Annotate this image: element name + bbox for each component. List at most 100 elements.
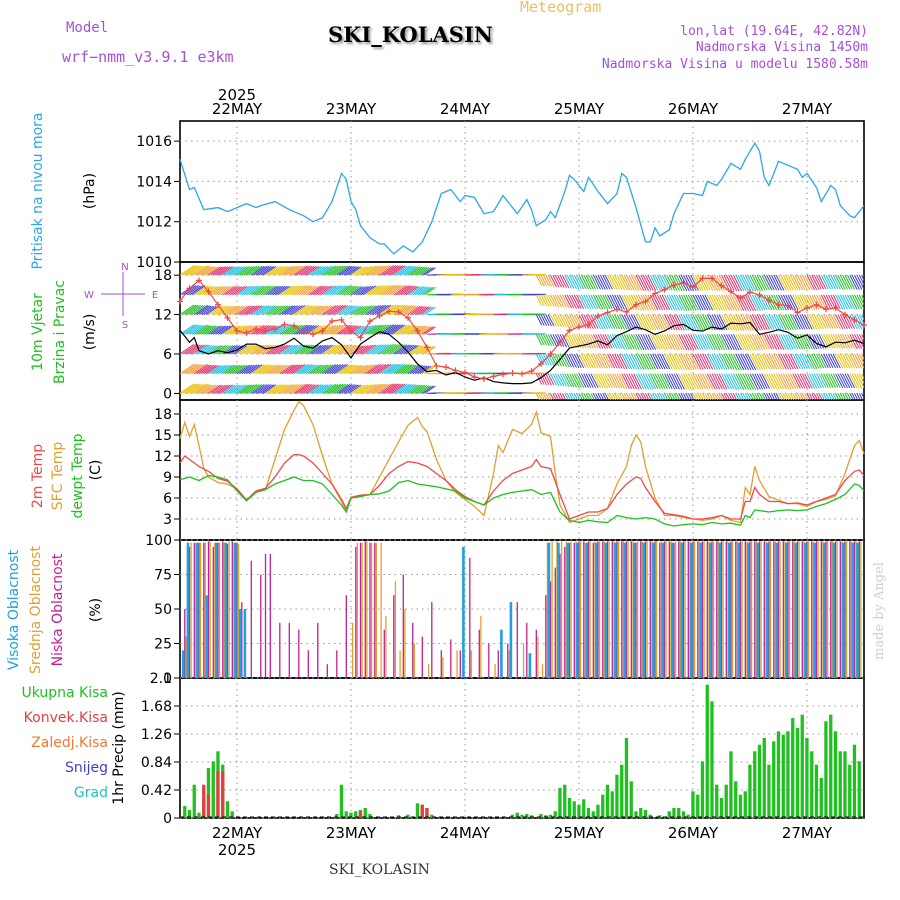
wind-arrow: [728, 334, 738, 351]
wind-arrow: [602, 373, 611, 389]
wind-arrow: [787, 393, 792, 400]
wind-arrow: [284, 305, 298, 316]
day-label-bottom: 22MAY: [212, 824, 263, 842]
wind-arrow: [789, 353, 799, 370]
wind-arrow: [785, 314, 794, 330]
wind-arrow: [623, 274, 633, 291]
wind-arrow: [554, 274, 562, 288]
wind-arrow: [414, 286, 427, 296]
wind-arrow: [747, 393, 752, 400]
wind-arrow: [350, 365, 364, 375]
wind-arrow: [725, 393, 731, 400]
wind-arrow: [331, 363, 346, 375]
wind-arrow: [808, 334, 818, 350]
wind-gust-marker: [699, 275, 706, 282]
wind-arrow: [186, 324, 201, 335]
wind-arrow: [379, 343, 394, 355]
wind-arrow: [533, 274, 546, 276]
wind-arrow: [699, 294, 709, 311]
wind-arrow: [554, 314, 562, 328]
wind-arrow: [832, 314, 841, 329]
wind-arrow: [692, 373, 702, 390]
wind-arrow: [640, 353, 650, 370]
wind-arrow: [191, 383, 206, 394]
model-altitude-label: Nadmorska Visina u modelu 1580.58m: [601, 57, 868, 72]
wind-arrow: [414, 365, 427, 375]
wind-arrow: [317, 384, 331, 394]
wind-arrow: [203, 305, 217, 316]
wind-arrow: [844, 353, 853, 369]
wind-arrow: [844, 294, 853, 310]
wind-arrow: [616, 314, 625, 330]
wind-arrow: [854, 294, 863, 310]
wind-arrow: [272, 364, 286, 375]
wind-arrow: [224, 285, 238, 296]
wind-arrow: [367, 304, 382, 316]
wind-arrow: [666, 314, 676, 331]
wind-arrow: [816, 294, 825, 310]
wind-arrow: [184, 324, 199, 335]
wind-arrow: [376, 344, 392, 355]
precip-bar-precip_total: [734, 781, 738, 818]
precip-bar-precip_total: [852, 744, 857, 818]
wind-arrow: [346, 364, 359, 375]
wind-arrow: [258, 384, 272, 394]
wind-arrow: [861, 294, 864, 301]
wind-arrow: [713, 373, 723, 390]
wind-arrow: [305, 384, 319, 394]
wind-arrow: [376, 324, 392, 335]
precip-bar-precip_total: [510, 814, 515, 818]
wind-arrow: [702, 274, 711, 291]
wind-arrow: [270, 325, 284, 335]
wind-arrow: [234, 384, 248, 394]
wind-arrow: [227, 305, 241, 316]
wind-arrow: [816, 373, 825, 389]
wind-arrow: [711, 274, 721, 291]
wind-arrow: [749, 294, 759, 312]
wind-gust-marker: [338, 316, 345, 323]
wind-arrow: [844, 274, 853, 290]
wind-arrow: [365, 265, 379, 276]
wind-arrow: [642, 314, 652, 331]
wind-arrow: [659, 373, 668, 390]
precip-bar-precip_total: [225, 801, 230, 818]
wind-arrow: [341, 305, 355, 316]
wind-arrow: [704, 274, 714, 291]
wind-arrow: [642, 353, 652, 370]
wind-arrow: [210, 384, 224, 394]
wind-arrow: [656, 353, 666, 370]
wind-arrow: [599, 294, 609, 310]
wind-arrow: [542, 314, 550, 327]
wind-arrow: [706, 353, 716, 370]
wind-arrow: [203, 364, 217, 375]
wind-arrow: [763, 353, 773, 370]
wind-gust-marker: [842, 311, 848, 318]
wind-arrow: [690, 314, 699, 331]
wind-arrow: [827, 334, 836, 349]
wind-gust-marker: [291, 322, 297, 329]
wind-arrow: [569, 294, 577, 309]
wind-arrow: [327, 364, 341, 375]
wind-arrow: [241, 265, 255, 276]
wind-gust-marker: [196, 277, 202, 284]
wind-arrow: [341, 324, 355, 335]
wind-arrow: [277, 325, 291, 335]
wind-arrow: [647, 274, 657, 291]
wind-arrow: [405, 285, 419, 296]
wind-arrow: [289, 383, 303, 394]
wind-arrow: [808, 274, 818, 291]
wind-arrow: [564, 294, 572, 309]
wind-arrow: [545, 334, 552, 346]
compass-w-label: W: [84, 290, 94, 301]
wind-arrow: [851, 334, 860, 349]
wind-arrow: [208, 325, 221, 335]
wind-arrow: [355, 266, 369, 276]
precip-bar-precip_total: [582, 799, 586, 818]
temp-line-sfc: [179, 400, 865, 524]
wind-arrow: [388, 284, 404, 296]
wind-arrow: [628, 334, 638, 350]
wind-arrow: [189, 324, 203, 335]
wind-arrow: [611, 334, 621, 349]
wind-arrow: [792, 294, 801, 310]
precip-bar-precip_total: [639, 808, 643, 818]
